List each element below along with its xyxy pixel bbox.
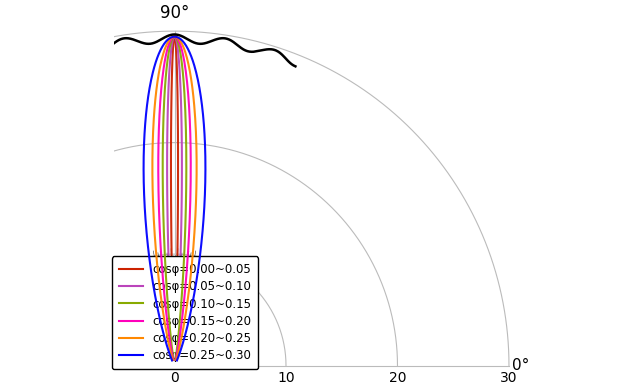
Legend: cosφ=0.00~0.05, cosφ=0.05~0.10, cosφ=0.10~0.15, cosφ=0.15~0.20, cosφ=0.20~0.25, : cosφ=0.00~0.05, cosφ=0.05~0.10, cosφ=0.1… [112,256,258,369]
Text: 0: 0 [170,371,179,385]
Text: 90°: 90° [160,4,189,22]
Text: 30: 30 [500,371,518,385]
Text: 0°: 0° [512,358,530,373]
Text: 20: 20 [388,371,406,385]
Text: 10: 10 [277,371,295,385]
